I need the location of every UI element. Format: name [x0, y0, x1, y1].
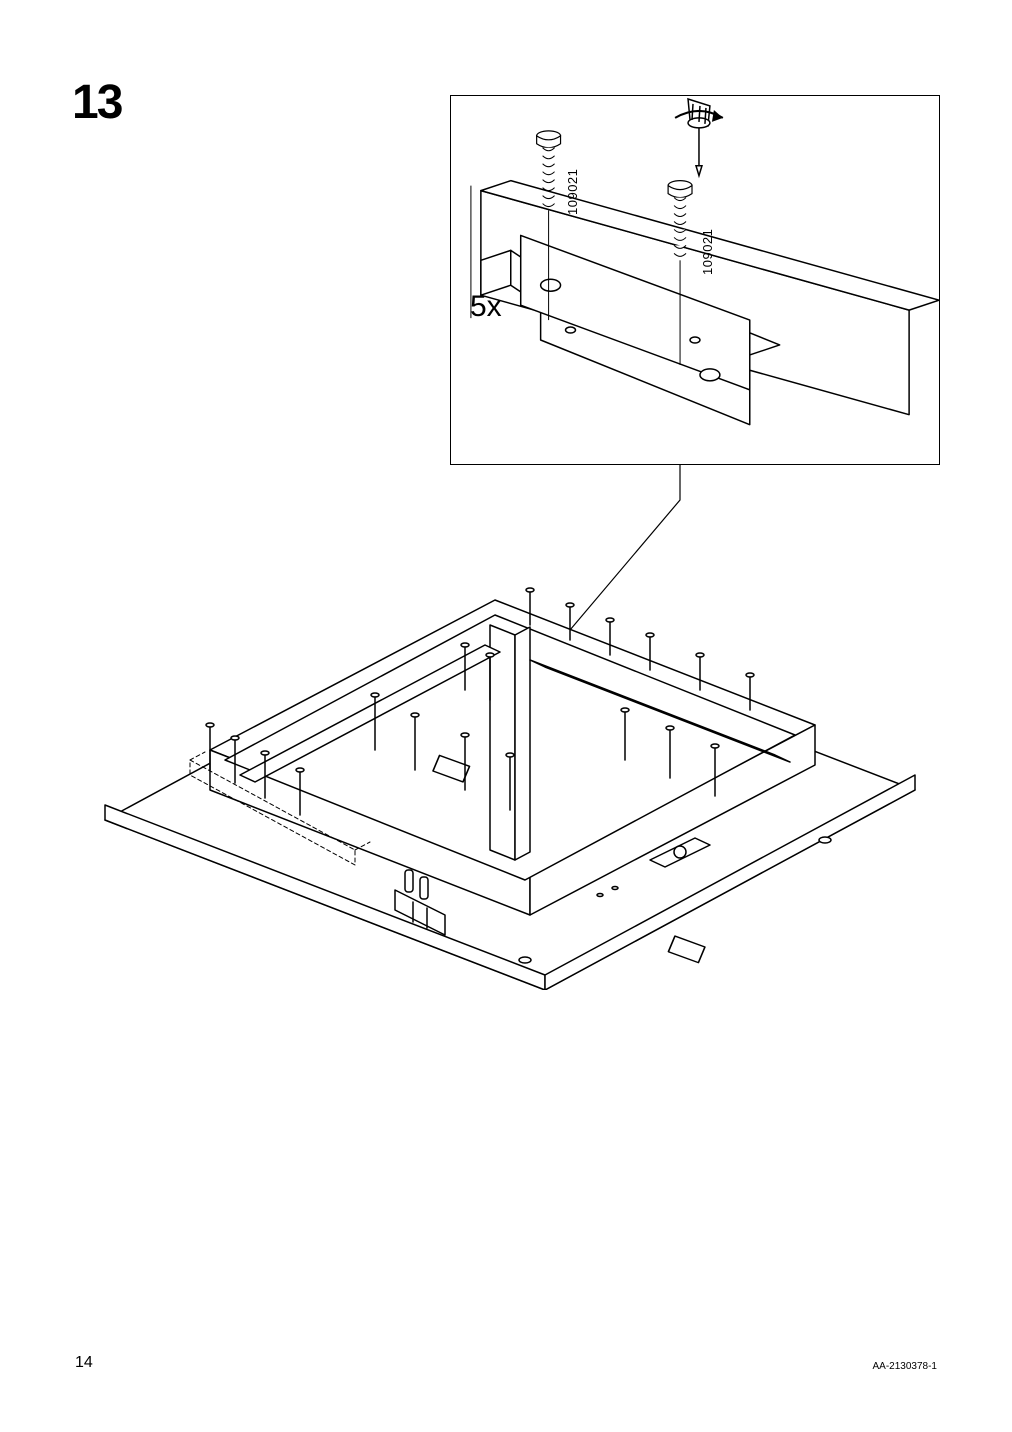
- inset-illustration: [451, 96, 939, 464]
- page-number: 14: [75, 1354, 93, 1372]
- quantity-label: 5x: [470, 290, 502, 324]
- step-number: 13: [72, 75, 121, 130]
- document-id: AA-2130378-1: [873, 1361, 938, 1372]
- screw-part-number: 109021: [700, 229, 715, 275]
- detail-inset: [450, 95, 940, 465]
- instruction-page: 13: [0, 0, 1012, 1432]
- screw-part-number: 109021: [565, 169, 580, 215]
- main-illustration: [95, 560, 925, 990]
